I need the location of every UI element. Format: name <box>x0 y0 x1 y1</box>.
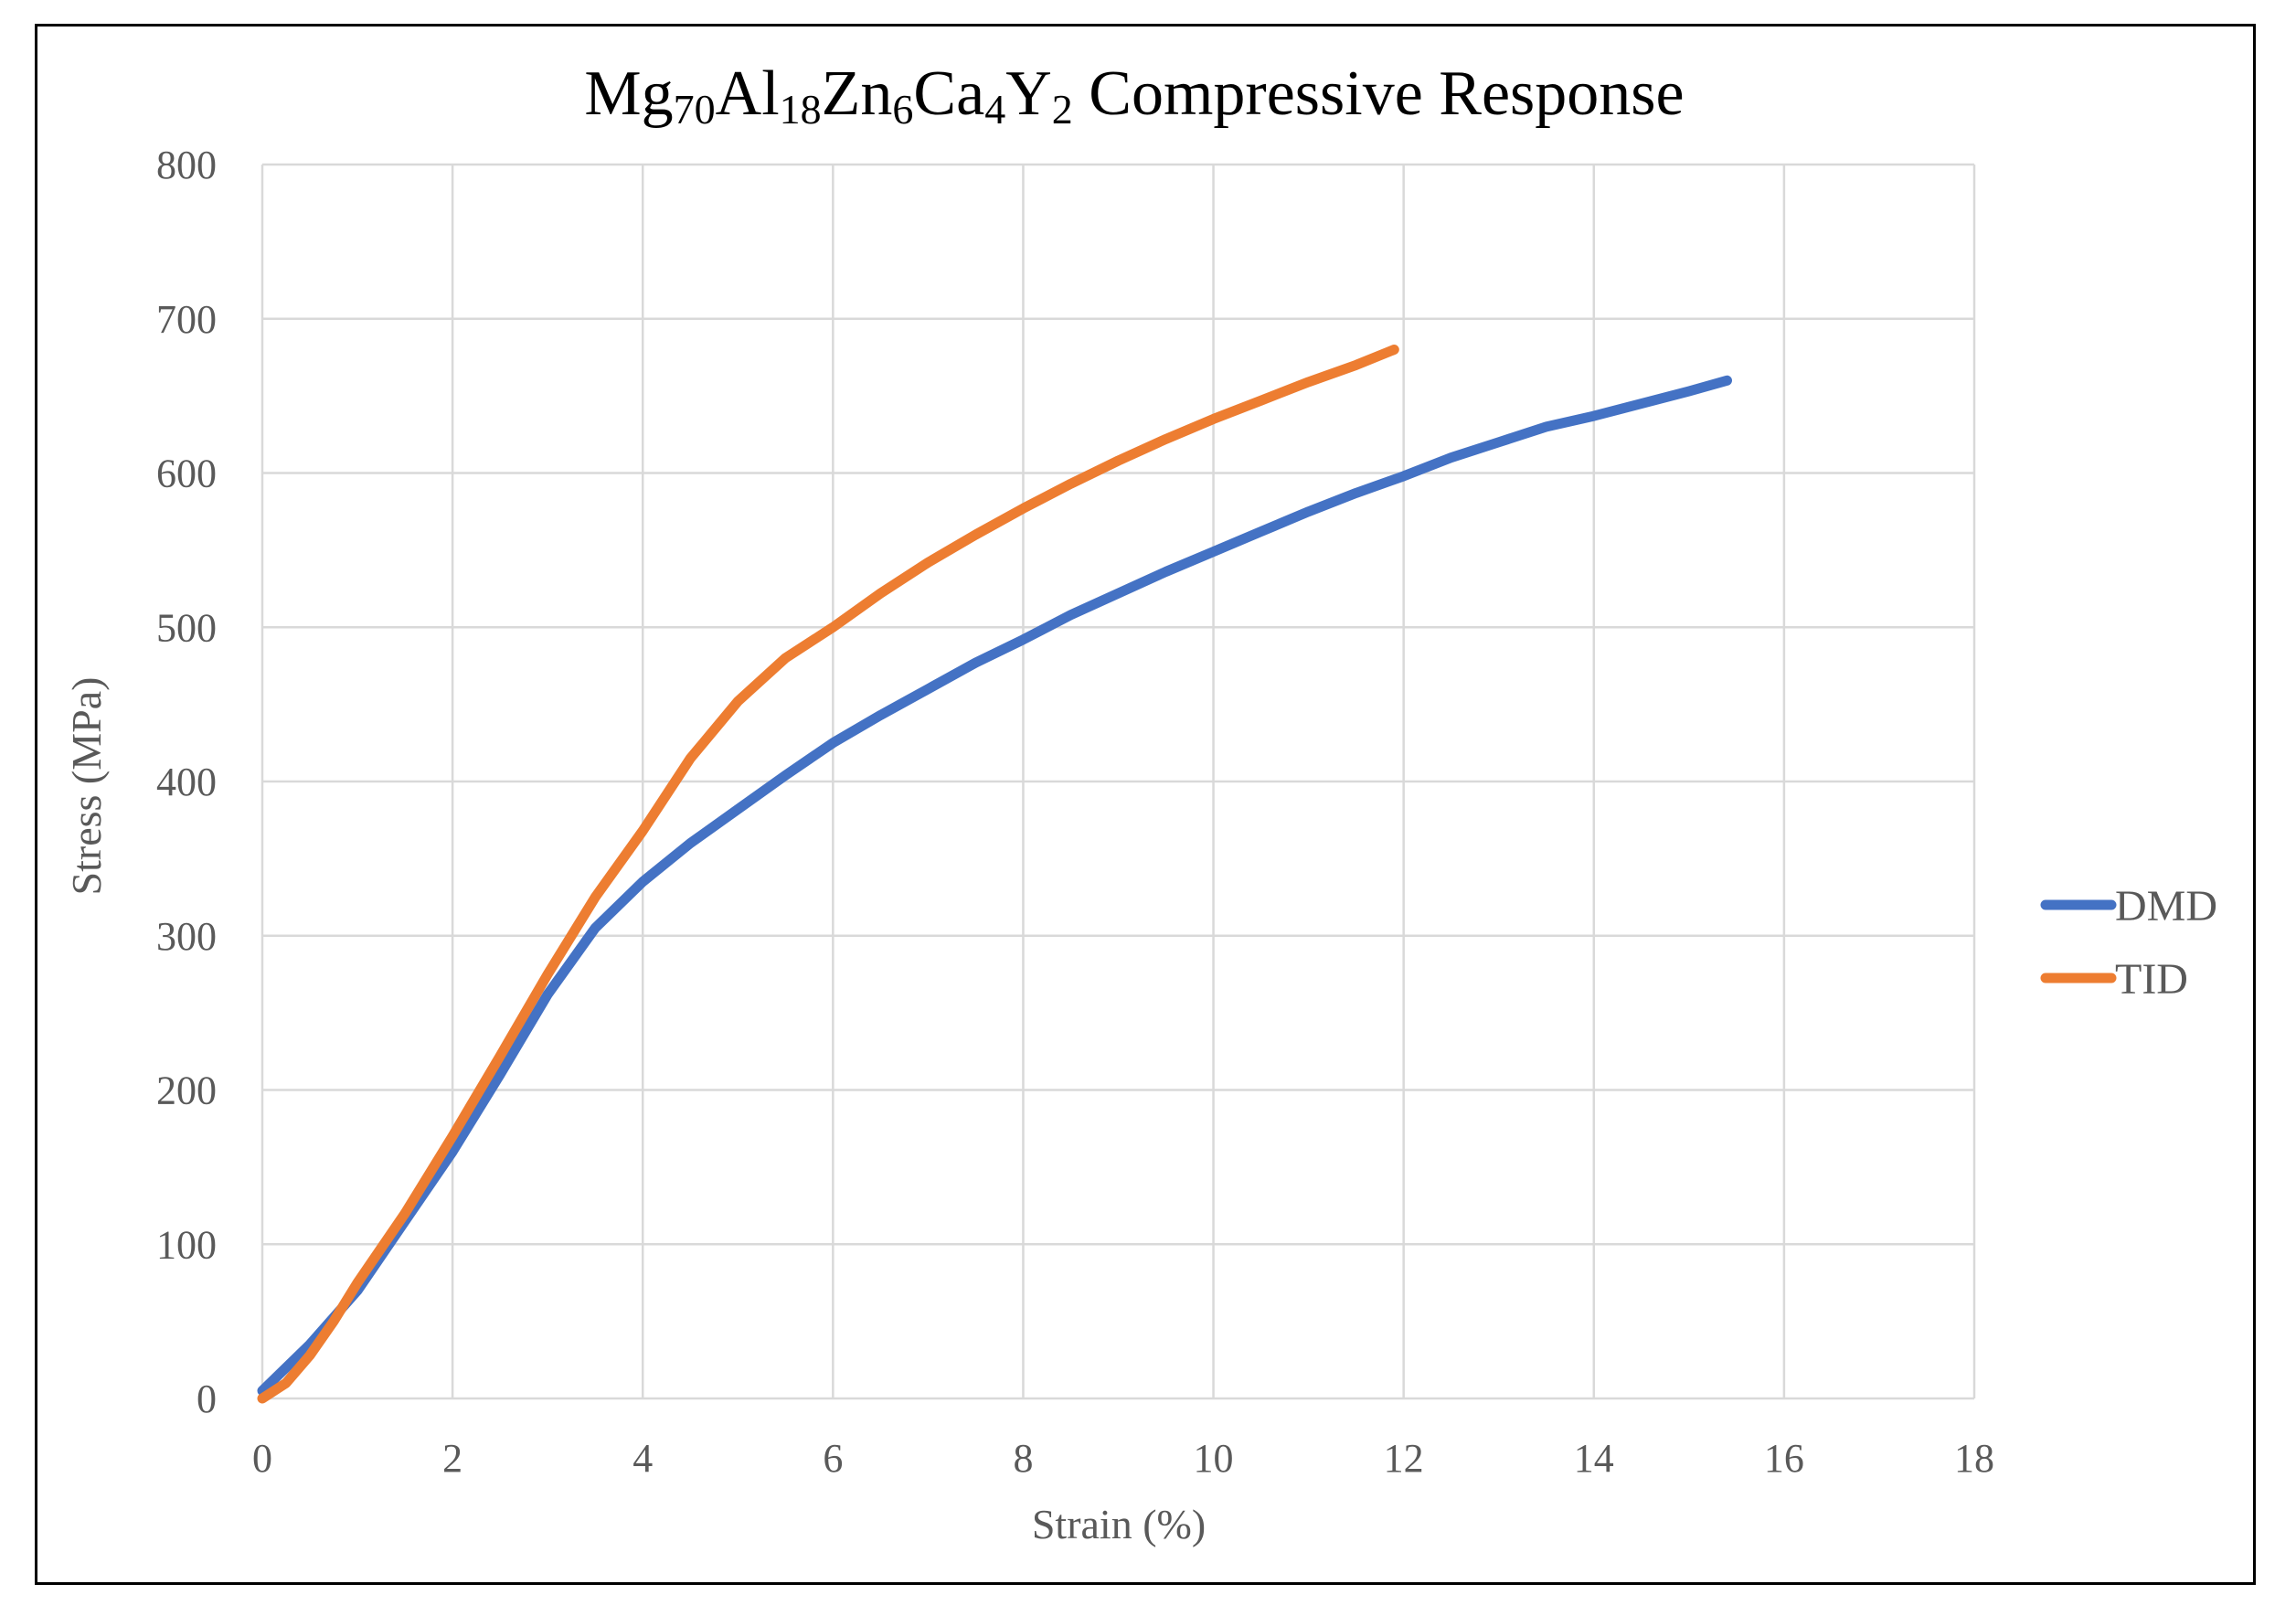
x-tick-label: 14 <box>1574 1436 1614 1481</box>
x-tick-label: 0 <box>252 1436 272 1481</box>
y-axis-ticks: 0 100 200 300 400 500 600 700 800 <box>156 143 217 1421</box>
series-lines <box>257 345 1732 1404</box>
grid-lines <box>260 163 1976 1400</box>
chart-frame <box>35 24 2256 1585</box>
title-segment: Mg <box>584 58 673 129</box>
x-tick-label: 10 <box>1194 1436 1234 1481</box>
y-tick-label: 600 <box>156 452 217 496</box>
y-tick-label: 0 <box>197 1377 217 1421</box>
series-line-dmd <box>257 375 1732 1397</box>
y-tick-label: 100 <box>156 1222 217 1267</box>
x-tick-label: 2 <box>442 1436 462 1481</box>
title-subscript: 6 <box>892 86 913 133</box>
y-tick-label: 400 <box>156 760 217 804</box>
x-tick-label: 6 <box>823 1436 843 1481</box>
title-subscript: 4 <box>984 86 1005 133</box>
y-tick-label: 700 <box>156 297 217 342</box>
title-segment: Y <box>1005 58 1052 129</box>
x-axis-ticks: 0 2 4 6 8 10 12 14 16 18 <box>252 1436 1994 1481</box>
x-tick-label: 12 <box>1384 1436 1424 1481</box>
x-tick-label: 18 <box>1954 1436 1994 1481</box>
title-segment: Zn <box>822 58 893 129</box>
y-tick-label: 800 <box>156 143 217 187</box>
y-tick-label: 500 <box>156 605 217 650</box>
title-subscript: 2 <box>1052 86 1073 133</box>
y-tick-label: 300 <box>156 914 217 959</box>
x-tick-label: 4 <box>632 1436 653 1481</box>
legend: DMD TID <box>2040 882 2217 1004</box>
legend-label-dmd: DMD <box>2115 882 2217 930</box>
y-axis-label: Stress (MPa) <box>63 677 110 896</box>
x-axis-label: Strain (%) <box>1032 1501 1206 1547</box>
x-tick-label: 8 <box>1013 1436 1033 1481</box>
title-segment: Compressive Response <box>1073 58 1685 129</box>
y-tick-label: 200 <box>156 1068 217 1113</box>
title-segment: Ca <box>913 58 984 129</box>
x-tick-label: 16 <box>1764 1436 1804 1481</box>
series-line-tid <box>257 345 1399 1404</box>
title-subscript: 70 <box>674 86 716 133</box>
title-subscript: 18 <box>780 86 822 133</box>
title-segment: Al <box>716 58 780 129</box>
legend-label-tid: TID <box>2115 955 2188 1004</box>
chart-title: Mg70Al18Zn6Ca4Y2 Compressive Response <box>584 58 1684 133</box>
